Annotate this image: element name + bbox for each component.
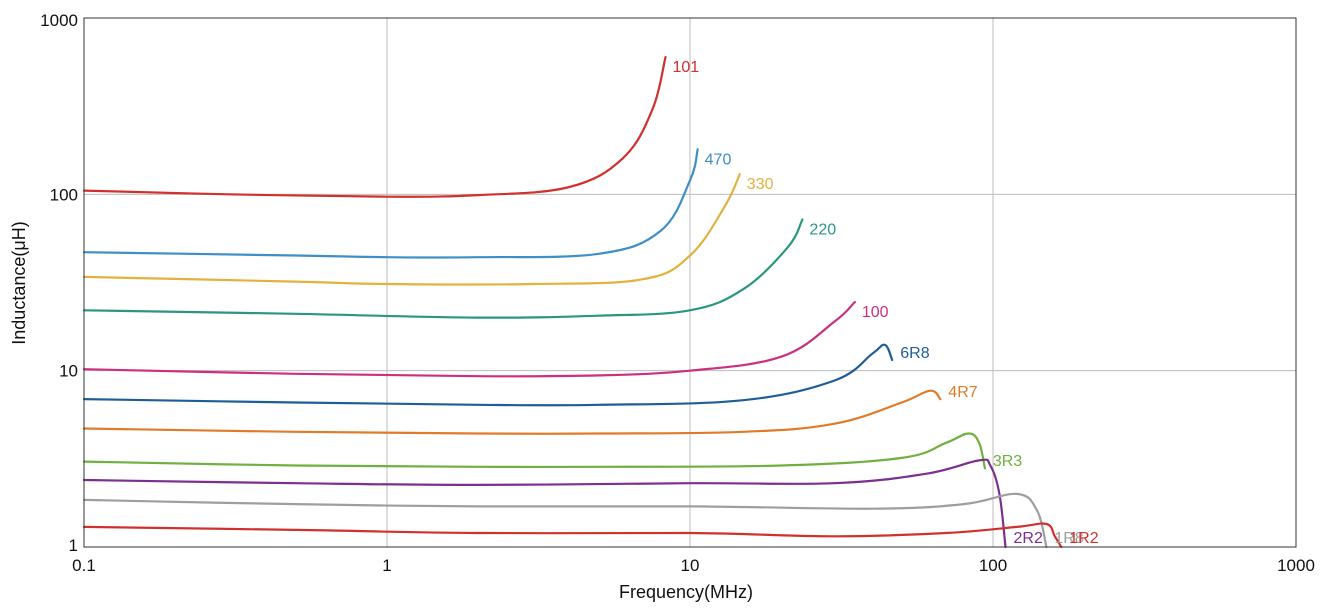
x-tick-label: 1000 (1277, 556, 1315, 575)
series-label-470: 470 (705, 151, 732, 168)
series-label-330: 330 (747, 176, 774, 193)
series-line-6R8 (82, 343, 894, 407)
series-label-2R2: 2R2 (1014, 530, 1043, 547)
series-line-100 (82, 300, 856, 378)
x-axis-title: Frequency(MHz) (619, 582, 753, 602)
series-label-100: 100 (862, 304, 889, 321)
series-line-470 (82, 148, 699, 259)
series-line-1R8 (82, 492, 1048, 549)
series-label-3R3: 3R3 (993, 453, 1022, 470)
y-tick-label: 10 (59, 362, 78, 381)
series-line-101 (82, 56, 667, 198)
series-line-330 (82, 173, 741, 286)
y-tick-label: 100 (50, 185, 78, 204)
x-tick-label: 100 (979, 556, 1007, 575)
y-axis-title: Inductance(μH) (9, 221, 29, 344)
y-tick-label: 1000 (40, 11, 78, 30)
y-tick-label: 1 (69, 536, 78, 555)
series-label-101: 101 (672, 59, 699, 76)
series-lines (82, 56, 1063, 549)
series-line-4R7 (82, 389, 942, 435)
series-line-1R2 (82, 522, 1063, 549)
series-label-4R7: 4R7 (948, 384, 977, 401)
x-tick-label: 1 (382, 556, 391, 575)
series-label-1R2: 1R2 (1069, 530, 1098, 547)
series-line-220 (82, 218, 804, 319)
x-tick-label: 10 (681, 556, 700, 575)
x-tick-label: 0.1 (72, 556, 96, 575)
series-label-1R8: 1R8 (1054, 530, 1083, 547)
series-line-2R2 (82, 458, 1007, 549)
series-line-3R3 (82, 432, 986, 470)
series-label-6R8: 6R8 (900, 345, 929, 362)
series-label-220: 220 (809, 221, 836, 238)
plot-frame (83, 17, 1297, 548)
